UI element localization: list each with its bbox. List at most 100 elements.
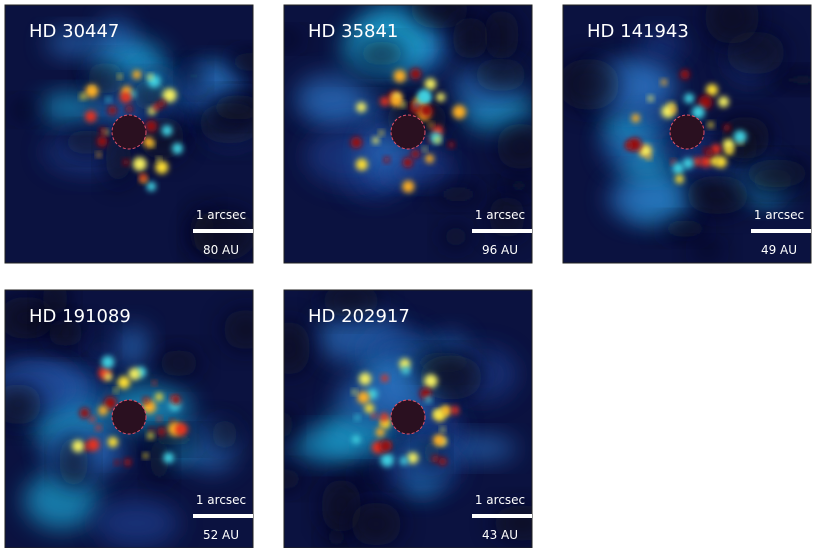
speckle <box>172 143 183 154</box>
speckle <box>108 106 117 115</box>
speckle <box>625 141 633 149</box>
scale-label: 1 arcsec <box>475 208 525 222</box>
speckle <box>79 408 89 418</box>
dark-patch <box>658 218 712 239</box>
speckle <box>371 413 376 418</box>
dark-patch <box>183 63 204 89</box>
speckle <box>118 376 131 389</box>
speckle <box>372 137 379 144</box>
speckle <box>410 68 421 79</box>
halo <box>117 326 149 368</box>
distance-label: 80 AU <box>203 243 239 257</box>
scale-label: 1 arcsec <box>196 208 246 222</box>
speckle <box>407 452 418 463</box>
speckle <box>355 415 360 420</box>
speckle <box>158 100 166 108</box>
speckle <box>718 96 729 107</box>
speckle <box>411 150 420 159</box>
speckle <box>394 70 407 83</box>
speckle <box>435 137 441 143</box>
speckle <box>648 96 654 102</box>
speckle <box>380 413 389 422</box>
speckle <box>118 74 122 78</box>
speckle <box>72 440 84 452</box>
speckle <box>147 74 153 80</box>
dark-patch <box>92 328 112 353</box>
speckle <box>700 156 711 167</box>
speckle <box>143 397 150 404</box>
distance-label: 43 AU <box>482 528 518 542</box>
speckle <box>123 159 129 165</box>
dark-patch <box>505 175 534 196</box>
speckle <box>120 92 131 103</box>
coronagraph-mask <box>670 115 704 149</box>
speckle <box>145 120 157 132</box>
scale-label: 1 arcsec <box>475 493 525 507</box>
speckle <box>85 111 97 123</box>
speckle <box>104 373 112 381</box>
distance-label: 49 AU <box>761 243 797 257</box>
dark-patch <box>158 349 200 377</box>
dark-patch <box>685 175 750 214</box>
speckle <box>97 136 108 147</box>
speckle <box>132 70 141 79</box>
speckle <box>705 149 713 157</box>
speckle <box>114 388 118 392</box>
dark-patch <box>442 224 471 248</box>
speckle <box>450 406 459 415</box>
speckle <box>162 125 173 136</box>
speckle <box>708 122 714 128</box>
speckle <box>106 97 111 102</box>
speckle <box>675 175 684 184</box>
halo <box>291 430 360 461</box>
speckle <box>157 427 166 436</box>
speckle <box>734 130 747 143</box>
distance-label: 52 AU <box>203 528 239 542</box>
speckle <box>380 97 389 106</box>
speckle <box>96 425 101 430</box>
speckle <box>149 142 154 147</box>
dark-patch <box>496 123 545 170</box>
speckle <box>420 105 432 117</box>
dark-patch <box>210 94 265 120</box>
dark-patch <box>433 184 483 204</box>
speckle <box>147 433 153 439</box>
dark-patch <box>452 16 489 61</box>
speckle <box>706 84 718 96</box>
speckle <box>143 453 148 458</box>
speckle <box>680 70 690 80</box>
panel-title: HD 191089 <box>29 306 131 327</box>
speckle <box>357 391 369 403</box>
speckle <box>724 124 731 131</box>
speckle <box>155 393 163 401</box>
speckle <box>424 374 437 387</box>
coronagraph-mask <box>391 400 425 434</box>
speckle <box>80 94 86 100</box>
speckle <box>448 142 454 148</box>
speckle <box>436 93 445 102</box>
speckle <box>632 114 640 122</box>
scale-bar <box>751 229 811 233</box>
speckle <box>434 410 441 417</box>
halo <box>296 74 366 119</box>
speckle <box>87 439 99 451</box>
speckle <box>152 381 156 385</box>
panel-title: HD 141943 <box>587 21 689 42</box>
speckle <box>128 368 140 380</box>
speckle <box>99 127 105 133</box>
speckle <box>425 396 431 402</box>
speckle <box>391 96 402 107</box>
speckle <box>423 147 427 151</box>
speckle <box>670 107 676 113</box>
coronagraph-mask <box>391 115 425 149</box>
coronagraph-mask <box>112 400 146 434</box>
dark-patch <box>223 309 269 350</box>
speckle <box>98 406 108 416</box>
image-panel <box>5 5 278 263</box>
speckle <box>149 428 153 432</box>
speckle <box>439 458 447 466</box>
speckle <box>400 457 408 465</box>
speckle <box>402 367 410 375</box>
speckle <box>175 423 188 436</box>
dark-patch <box>484 8 519 61</box>
